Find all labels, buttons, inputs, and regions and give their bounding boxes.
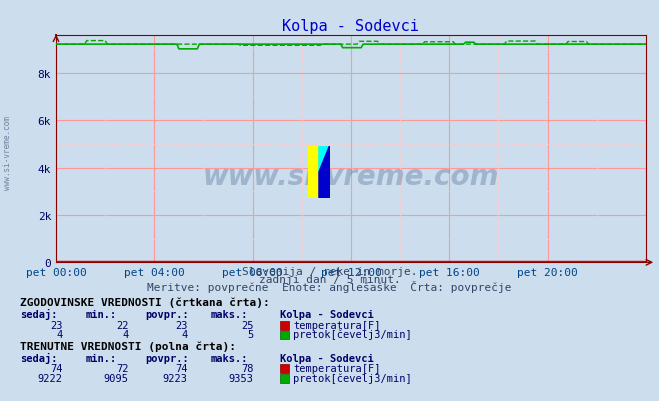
Text: Meritve: povprečne  Enote: anglešaške  Črta: povprečje: Meritve: povprečne Enote: anglešaške Črt… xyxy=(147,281,512,293)
Text: min.:: min.: xyxy=(86,310,117,320)
Text: pretok[čevelj3/min]: pretok[čevelj3/min] xyxy=(293,373,412,383)
Text: Kolpa - Sodevci: Kolpa - Sodevci xyxy=(280,353,374,363)
Text: sedaj:: sedaj: xyxy=(20,352,57,363)
Text: TRENUTNE VREDNOSTI (polna črta):: TRENUTNE VREDNOSTI (polna črta): xyxy=(20,340,236,351)
Text: 78: 78 xyxy=(241,363,254,373)
Text: 5: 5 xyxy=(248,330,254,340)
Text: 9222: 9222 xyxy=(38,373,63,383)
Text: 74: 74 xyxy=(50,363,63,373)
Text: povpr.:: povpr.: xyxy=(145,353,188,363)
Text: Slovenija / reke in morje.: Slovenija / reke in morje. xyxy=(242,267,417,277)
Text: 9223: 9223 xyxy=(163,373,188,383)
Text: zadnji dan / 5 minut.: zadnji dan / 5 minut. xyxy=(258,275,401,285)
Text: 22: 22 xyxy=(116,320,129,330)
Text: pretok[čevelj3/min]: pretok[čevelj3/min] xyxy=(293,329,412,340)
Text: 4: 4 xyxy=(182,330,188,340)
Text: maks.:: maks.: xyxy=(211,310,248,320)
Text: ZGODOVINSKE VREDNOSTI (črtkana črta):: ZGODOVINSKE VREDNOSTI (črtkana črta): xyxy=(20,297,270,308)
Text: 9095: 9095 xyxy=(103,373,129,383)
Text: maks.:: maks.: xyxy=(211,353,248,363)
Text: 9353: 9353 xyxy=(229,373,254,383)
Polygon shape xyxy=(319,146,330,172)
Text: povpr.:: povpr.: xyxy=(145,310,188,320)
Text: min.:: min.: xyxy=(86,353,117,363)
Bar xyxy=(308,146,319,198)
Text: 23: 23 xyxy=(50,320,63,330)
Text: temperatura[F]: temperatura[F] xyxy=(293,363,381,373)
Text: www.si-vreme.com: www.si-vreme.com xyxy=(3,115,13,189)
Text: Kolpa - Sodevci: Kolpa - Sodevci xyxy=(280,310,374,320)
Text: 74: 74 xyxy=(175,363,188,373)
Text: temperatura[F]: temperatura[F] xyxy=(293,320,381,330)
Text: 25: 25 xyxy=(241,320,254,330)
Text: 23: 23 xyxy=(175,320,188,330)
Text: www.si-vreme.com: www.si-vreme.com xyxy=(203,162,499,190)
Text: sedaj:: sedaj: xyxy=(20,309,57,320)
Text: 72: 72 xyxy=(116,363,129,373)
Text: 4: 4 xyxy=(123,330,129,340)
Title: Kolpa - Sodevci: Kolpa - Sodevci xyxy=(283,18,419,34)
Text: 4: 4 xyxy=(57,330,63,340)
Polygon shape xyxy=(319,146,330,198)
